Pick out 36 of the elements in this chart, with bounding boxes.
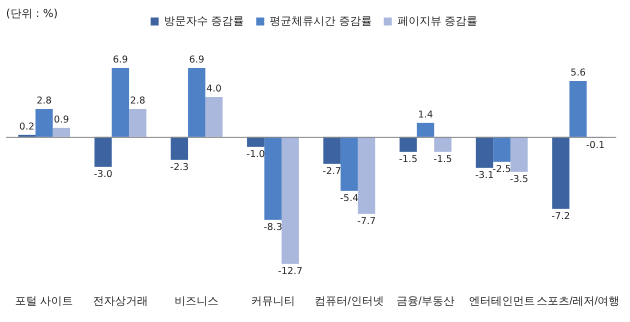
text: (단위 : %): [6, 6, 58, 21]
x-tick-label: 비즈니스: [174, 295, 219, 308]
x-tick-label: 금융/부동산: [396, 295, 455, 308]
legend-label: 평균체류시간 증감률: [270, 16, 372, 28]
x-tick-label: 컴퓨터/인터넷: [314, 295, 384, 308]
data-label: -2.7: [322, 166, 342, 178]
x-tick-label: 엔터테인먼트: [468, 295, 535, 308]
data-label: -12.7: [278, 266, 303, 278]
legend-label: 방문자수 증감률: [164, 16, 244, 28]
data-label: 2.8: [130, 96, 146, 107]
data-label: 6.9: [189, 54, 204, 66]
data-label: -7.2: [552, 211, 570, 222]
x-tick-label: 커뮤니티: [250, 295, 295, 308]
data-label: 4.0: [206, 84, 222, 95]
data-label: -3.1: [475, 170, 494, 182]
x-tick-label: 스포츠/레저/여행: [536, 295, 620, 308]
data-label: 5.6: [570, 68, 586, 79]
x-tick-label: 포털 사이트: [15, 295, 74, 308]
data-label: -3.5: [510, 174, 528, 186]
data-label: 6.9: [112, 54, 128, 66]
legend-label: 페이지뷰 증감률: [397, 16, 478, 28]
data-label: -5.4: [340, 193, 359, 204]
data-label: -2.5: [492, 164, 512, 176]
data-label: 2.8: [36, 96, 52, 107]
data-label: 0.9: [54, 114, 69, 126]
data-label: -1.0: [246, 149, 265, 160]
data-label: -1.5: [398, 154, 418, 166]
data-label: 0.2: [19, 122, 34, 133]
data-label: -1.5: [434, 154, 452, 166]
data-label: -7.7: [357, 216, 376, 228]
x-tick-label: 전자상거래: [92, 295, 148, 308]
data-label: -0.1: [586, 140, 605, 152]
data-label: -8.3: [264, 222, 282, 234]
data-label: -2.3: [170, 162, 189, 174]
data-label: 1.4: [418, 110, 434, 121]
data-label: -3.0: [94, 169, 112, 180]
